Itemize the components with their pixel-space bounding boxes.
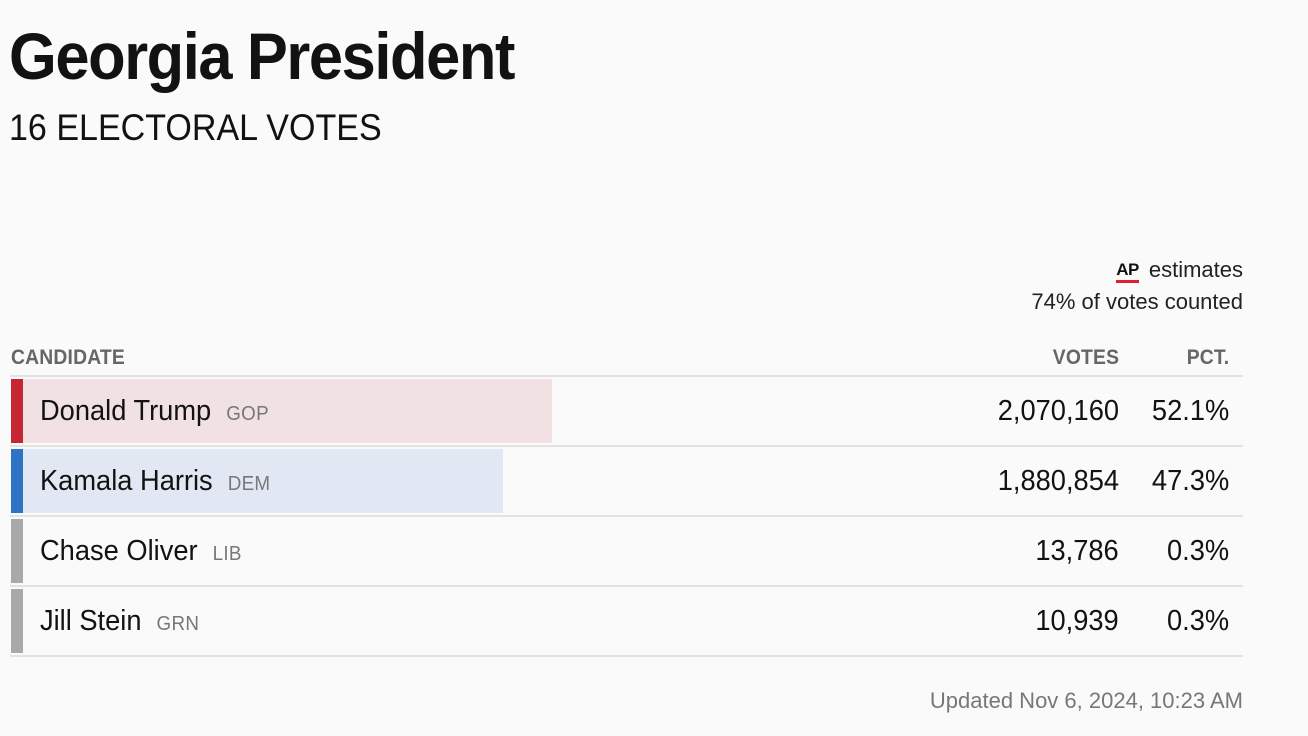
party-color-swatch <box>11 379 23 443</box>
pct-value: 52.1% <box>1151 395 1229 427</box>
party-color-swatch <box>11 449 23 513</box>
party-abbrev: LIB <box>212 543 242 565</box>
party-abbrev: GOP <box>226 403 269 425</box>
candidate-cell: Kamala Harris DEM <box>40 463 270 499</box>
column-header-candidate: CANDIDATE <box>11 346 125 369</box>
candidate-cell: Chase Oliver LIB <box>40 533 242 569</box>
source-info: AP estimates 74% of votes counted <box>1031 254 1243 318</box>
column-header-pct: PCT. <box>1186 346 1229 369</box>
candidate-cell: Jill Stein GRN <box>40 603 199 639</box>
ap-logo-icon: AP <box>1116 260 1139 283</box>
ap-estimates-line: AP estimates <box>1031 254 1243 286</box>
vote-share-bar <box>22 379 552 443</box>
column-header-votes: VOTES <box>1052 346 1119 369</box>
results-table: CANDIDATE VOTES PCT. Donald Trump GOP 2,0… <box>10 340 1243 657</box>
candidate-row: Kamala Harris DEM 1,880,854 47.3% <box>10 447 1243 517</box>
votes-value: 2,070,160 <box>997 395 1119 427</box>
pct-value: 0.3% <box>1166 535 1229 567</box>
candidate-row: Donald Trump GOP 2,070,160 52.1% <box>10 377 1243 447</box>
party-color-swatch <box>11 519 23 583</box>
votes-value: 1,880,854 <box>997 465 1119 497</box>
candidate-name: Donald Trump <box>40 395 212 427</box>
candidate-row: Jill Stein GRN 10,939 0.3% <box>10 587 1243 657</box>
candidate-name: Kamala Harris <box>40 465 213 497</box>
pct-value: 0.3% <box>1166 605 1229 637</box>
candidate-name: Chase Oliver <box>40 535 198 567</box>
estimates-label: estimates <box>1148 257 1243 282</box>
vote-share-bar <box>22 449 503 513</box>
party-color-swatch <box>11 589 23 653</box>
candidate-row: Chase Oliver LIB 13,786 0.3% <box>10 517 1243 587</box>
candidate-name: Jill Stein <box>40 605 142 637</box>
electoral-votes-subtitle: 16 ELECTORAL VOTES <box>9 107 382 148</box>
party-abbrev: DEM <box>227 473 271 495</box>
pct-value: 47.3% <box>1151 465 1229 497</box>
votes-value: 13,786 <box>1035 535 1119 567</box>
table-header: CANDIDATE VOTES PCT. <box>10 340 1243 377</box>
votes-value: 10,939 <box>1035 605 1119 637</box>
page-title: Georgia President <box>9 19 515 93</box>
updated-timestamp: Updated Nov 6, 2024, 10:23 AM <box>929 688 1243 713</box>
candidate-cell: Donald Trump GOP <box>40 393 269 429</box>
party-abbrev: GRN <box>156 613 200 635</box>
votes-counted-label: 74% of votes counted <box>1031 289 1243 314</box>
